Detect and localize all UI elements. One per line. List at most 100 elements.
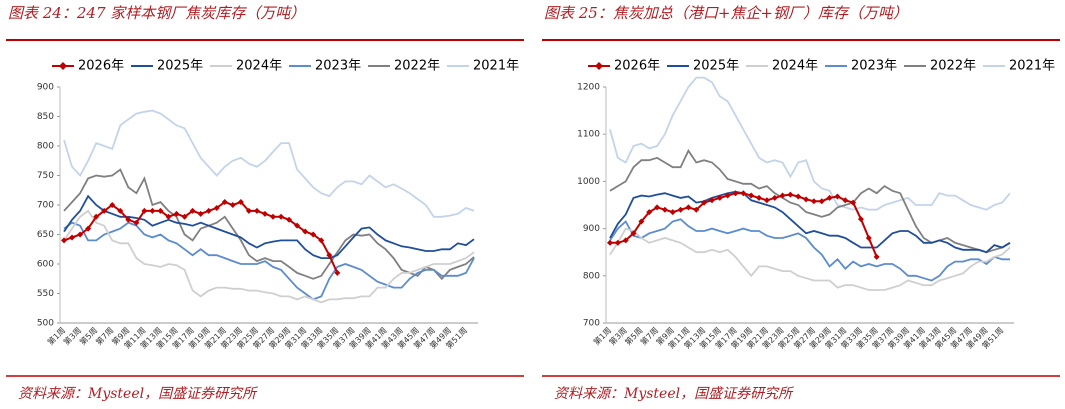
y-tick-label: 900 bbox=[37, 83, 54, 93]
data-point bbox=[787, 191, 794, 198]
legend-label: 2023年 bbox=[851, 59, 897, 74]
data-point bbox=[732, 190, 739, 197]
data-point bbox=[873, 253, 880, 260]
series-line bbox=[609, 190, 1011, 254]
y-tick-label: 650 bbox=[37, 230, 54, 240]
series-line bbox=[63, 109, 475, 218]
data-point bbox=[237, 199, 244, 206]
data-point bbox=[607, 239, 613, 246]
data-point bbox=[779, 192, 786, 199]
legend-label: 2025年 bbox=[157, 59, 203, 74]
y-tick-label: 800 bbox=[37, 142, 54, 152]
data-point bbox=[117, 207, 124, 214]
data-point bbox=[270, 213, 277, 220]
series-line bbox=[609, 148, 1011, 254]
y-tick-label: 900 bbox=[583, 224, 600, 234]
chart-title: 图表 24：247 家样本钢厂焦炭库存（万吨） bbox=[8, 4, 305, 22]
series-line bbox=[63, 194, 475, 259]
data-point bbox=[810, 198, 817, 205]
chart-title: 图表 25：焦炭加总（港口+焦企+钢厂）库存（万吨） bbox=[544, 4, 908, 22]
data-point bbox=[724, 192, 731, 199]
y-tick-label: 700 bbox=[37, 201, 54, 211]
data-point bbox=[278, 213, 285, 220]
data-point bbox=[69, 234, 76, 241]
series-line bbox=[609, 227, 1011, 291]
data-point bbox=[189, 207, 196, 214]
data-point bbox=[173, 210, 180, 217]
data-point bbox=[261, 210, 268, 217]
legend-label: 2021年 bbox=[473, 59, 519, 74]
data-point bbox=[748, 192, 755, 199]
legend-label: 2025年 bbox=[693, 59, 739, 74]
data-point bbox=[326, 252, 333, 259]
data-point bbox=[701, 199, 708, 206]
data-point bbox=[857, 216, 864, 223]
data-point bbox=[165, 213, 172, 220]
data-point bbox=[669, 209, 676, 216]
y-tick-label: 850 bbox=[37, 112, 54, 122]
data-point bbox=[229, 202, 236, 208]
data-point bbox=[149, 207, 156, 214]
data-point bbox=[842, 197, 849, 204]
y-tick-label: 1000 bbox=[577, 177, 600, 187]
chart-panel: 图表 25：焦炭加总（港口+焦企+钢厂）库存（万吨） 资料来源：Mysteel，国… bbox=[542, 4, 1060, 402]
data-point bbox=[614, 239, 621, 246]
data-point bbox=[141, 207, 148, 214]
data-point bbox=[716, 194, 723, 201]
data-point bbox=[245, 207, 252, 214]
data-point bbox=[630, 230, 637, 237]
series-line bbox=[63, 221, 475, 301]
data-point bbox=[181, 213, 188, 220]
legend-marker bbox=[595, 62, 603, 70]
data-point bbox=[302, 228, 309, 235]
y-tick-label: 800 bbox=[583, 271, 600, 281]
y-tick-label: 600 bbox=[37, 260, 54, 270]
data-point bbox=[654, 204, 661, 211]
data-point bbox=[310, 231, 317, 238]
data-point bbox=[205, 207, 212, 214]
data-point bbox=[803, 196, 810, 203]
series-line bbox=[609, 76, 1011, 211]
legend-label: 2024年 bbox=[772, 59, 818, 74]
chart-panel: 图表 24：247 家样本钢厂焦炭库存（万吨） 资料来源：Mysteel，国盛证券… bbox=[6, 4, 524, 402]
data-point bbox=[109, 202, 116, 208]
y-tick-label: 550 bbox=[37, 289, 54, 299]
series-line bbox=[609, 218, 1010, 282]
data-point bbox=[133, 219, 140, 226]
data-point bbox=[77, 231, 84, 238]
data-point bbox=[646, 209, 653, 216]
y-tick-label: 750 bbox=[37, 171, 54, 181]
data-point bbox=[294, 222, 301, 229]
data-point bbox=[850, 199, 857, 206]
data-point bbox=[708, 197, 715, 204]
data-point bbox=[685, 204, 692, 211]
data-point bbox=[253, 207, 260, 214]
data-point bbox=[677, 206, 684, 213]
data-point bbox=[221, 199, 228, 206]
data-point bbox=[818, 198, 825, 205]
source-note: 资料来源：Mysteel，国盛证券研究所 bbox=[18, 386, 258, 402]
legend-label: 2022年 bbox=[394, 59, 440, 74]
legend-label: 2023年 bbox=[315, 59, 361, 74]
y-tick-label: 1200 bbox=[577, 83, 600, 93]
data-point bbox=[834, 193, 841, 200]
legend-label: 2024年 bbox=[236, 59, 282, 74]
data-point bbox=[740, 190, 747, 197]
data-point bbox=[93, 213, 100, 220]
data-point bbox=[213, 204, 220, 211]
source-note: 资料来源：Mysteel，国盛证券研究所 bbox=[554, 386, 794, 402]
y-tick-label: 700 bbox=[583, 319, 600, 329]
data-point bbox=[197, 210, 204, 217]
data-point bbox=[286, 216, 293, 223]
data-point bbox=[756, 194, 763, 201]
y-tick-label: 1100 bbox=[577, 130, 600, 140]
data-point bbox=[622, 237, 629, 244]
legend-label: 2026年 bbox=[614, 59, 660, 74]
data-point bbox=[334, 269, 341, 276]
data-point bbox=[638, 218, 645, 225]
data-point bbox=[693, 206, 700, 213]
data-point bbox=[101, 207, 108, 214]
data-point bbox=[763, 197, 770, 204]
data-point bbox=[865, 235, 872, 242]
